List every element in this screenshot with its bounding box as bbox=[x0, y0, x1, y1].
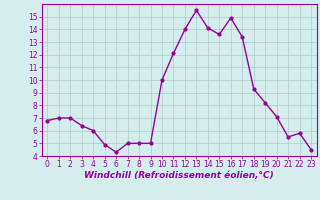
X-axis label: Windchill (Refroidissement éolien,°C): Windchill (Refroidissement éolien,°C) bbox=[84, 171, 274, 180]
